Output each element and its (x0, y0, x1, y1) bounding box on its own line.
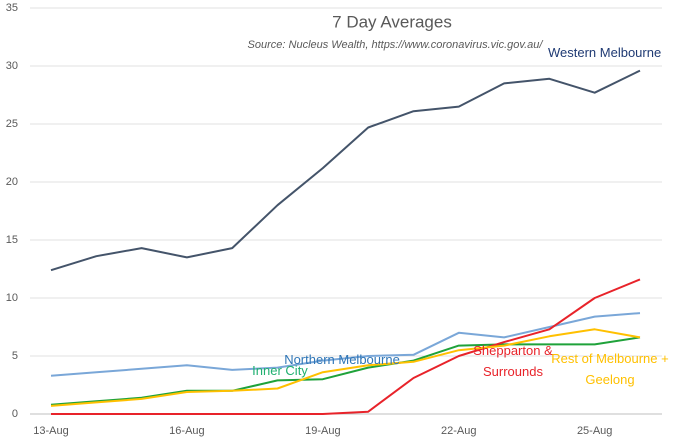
x-tick-label: 16-Aug (169, 425, 204, 437)
series-label: Western Melbourne (548, 45, 662, 60)
chart-title: 7 Day Averages (332, 12, 452, 31)
chart-subtitle: Source: Nucleus Wealth, https://www.coro… (248, 39, 544, 51)
series-label: Rest of Melbourne + Geelong (551, 351, 669, 387)
y-tick-label: 10 (6, 292, 18, 304)
x-tick-label: 13-Aug (33, 425, 68, 437)
series-line (50, 328, 641, 407)
series-line (50, 69, 641, 272)
x-tick-label: 22-Aug (441, 425, 476, 437)
series-line (50, 312, 641, 377)
y-tick-label: 20 (6, 176, 18, 188)
y-tick-label: 15 (6, 234, 18, 246)
series-label: Northern Melbourne (284, 352, 400, 367)
y-tick-label: 5 (12, 350, 18, 362)
y-tick-label: 25 (6, 118, 18, 130)
series-line (50, 336, 641, 406)
y-tick-label: 30 (6, 60, 18, 72)
y-tick-label: 35 (6, 2, 18, 14)
x-tick-label: 19-Aug (305, 425, 340, 437)
series-label: Shepparton & Surrounds (473, 343, 553, 379)
x-tick-label: 25-Aug (577, 425, 612, 437)
series-label: Inner City (252, 363, 308, 378)
series-line (51, 278, 641, 415)
y-tick-label: 0 (12, 408, 18, 420)
